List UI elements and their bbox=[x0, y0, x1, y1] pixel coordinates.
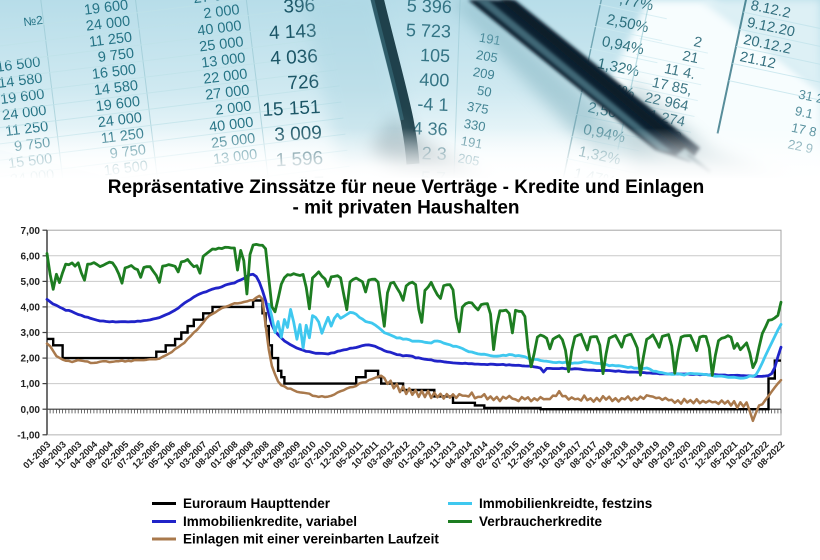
svg-text:205: 205 bbox=[475, 47, 499, 66]
svg-text:5 723: 5 723 bbox=[406, 20, 452, 42]
svg-text:3,00: 3,00 bbox=[21, 328, 41, 339]
svg-text:14 580: 14 580 bbox=[0, 71, 43, 92]
svg-text:-4 1: -4 1 bbox=[417, 94, 449, 115]
svg-text:16 500: 16 500 bbox=[0, 55, 41, 76]
svg-text:Verbraucherkredite: Verbraucherkredite bbox=[479, 514, 603, 529]
svg-text:24 000: 24 000 bbox=[1, 103, 47, 124]
svg-text:14 580: 14 580 bbox=[93, 78, 139, 99]
svg-text:11 250: 11 250 bbox=[88, 30, 133, 51]
svg-text:Euroraum Haupttender: Euroraum Haupttender bbox=[183, 496, 331, 511]
svg-text:11 4.: 11 4. bbox=[663, 61, 697, 83]
svg-text:- mit privaten Haushalten: - mit privaten Haushalten bbox=[293, 198, 520, 219]
svg-text:7,00: 7,00 bbox=[21, 226, 41, 237]
svg-text:4 143: 4 143 bbox=[268, 21, 317, 44]
svg-text:-1,00: -1,00 bbox=[17, 430, 40, 441]
svg-text:1,00: 1,00 bbox=[21, 379, 41, 390]
svg-text:4,00: 4,00 bbox=[21, 303, 41, 314]
svg-text:4 036: 4 036 bbox=[270, 46, 319, 69]
svg-text:16 500: 16 500 bbox=[91, 62, 137, 83]
svg-text:21: 21 bbox=[681, 48, 700, 67]
svg-text:6,00: 6,00 bbox=[21, 251, 41, 262]
svg-text:Immobilienkreidte, festzins: Immobilienkreidte, festzins bbox=[479, 496, 652, 511]
svg-text:105: 105 bbox=[420, 45, 451, 66]
svg-text:9 750: 9 750 bbox=[97, 46, 135, 66]
svg-text:19 600: 19 600 bbox=[95, 94, 141, 115]
svg-text:Repräsentative Zinssätze für n: Repräsentative Zinssätze für neue Verträ… bbox=[108, 177, 705, 198]
svg-text:9.1: 9.1 bbox=[794, 103, 815, 121]
svg-text:2: 2 bbox=[692, 34, 703, 51]
svg-text:2,00: 2,00 bbox=[21, 354, 41, 365]
svg-text:5,00: 5,00 bbox=[21, 277, 41, 288]
svg-text:50: 50 bbox=[476, 83, 493, 100]
svg-text:24 000: 24 000 bbox=[97, 110, 143, 131]
svg-text:15 151: 15 151 bbox=[262, 97, 321, 121]
svg-text:24 000: 24 000 bbox=[85, 13, 131, 34]
svg-text:400: 400 bbox=[419, 69, 450, 90]
svg-text:209: 209 bbox=[472, 64, 496, 83]
svg-text:19 600: 19 600 bbox=[0, 87, 45, 108]
svg-text:375: 375 bbox=[466, 99, 490, 118]
svg-text:31 2: 31 2 bbox=[797, 87, 820, 107]
svg-text:Immobilienkredite, variabel: Immobilienkredite, variabel bbox=[183, 514, 357, 529]
svg-text:726: 726 bbox=[287, 72, 320, 95]
svg-text:0,00: 0,00 bbox=[21, 405, 41, 416]
svg-text:19 600: 19 600 bbox=[83, 0, 129, 19]
svg-text:5 396: 5 396 bbox=[406, 0, 452, 17]
svg-text:Einlagen mit einer vereinbarte: Einlagen mit einer vereinbarten Laufzeit bbox=[183, 532, 439, 547]
